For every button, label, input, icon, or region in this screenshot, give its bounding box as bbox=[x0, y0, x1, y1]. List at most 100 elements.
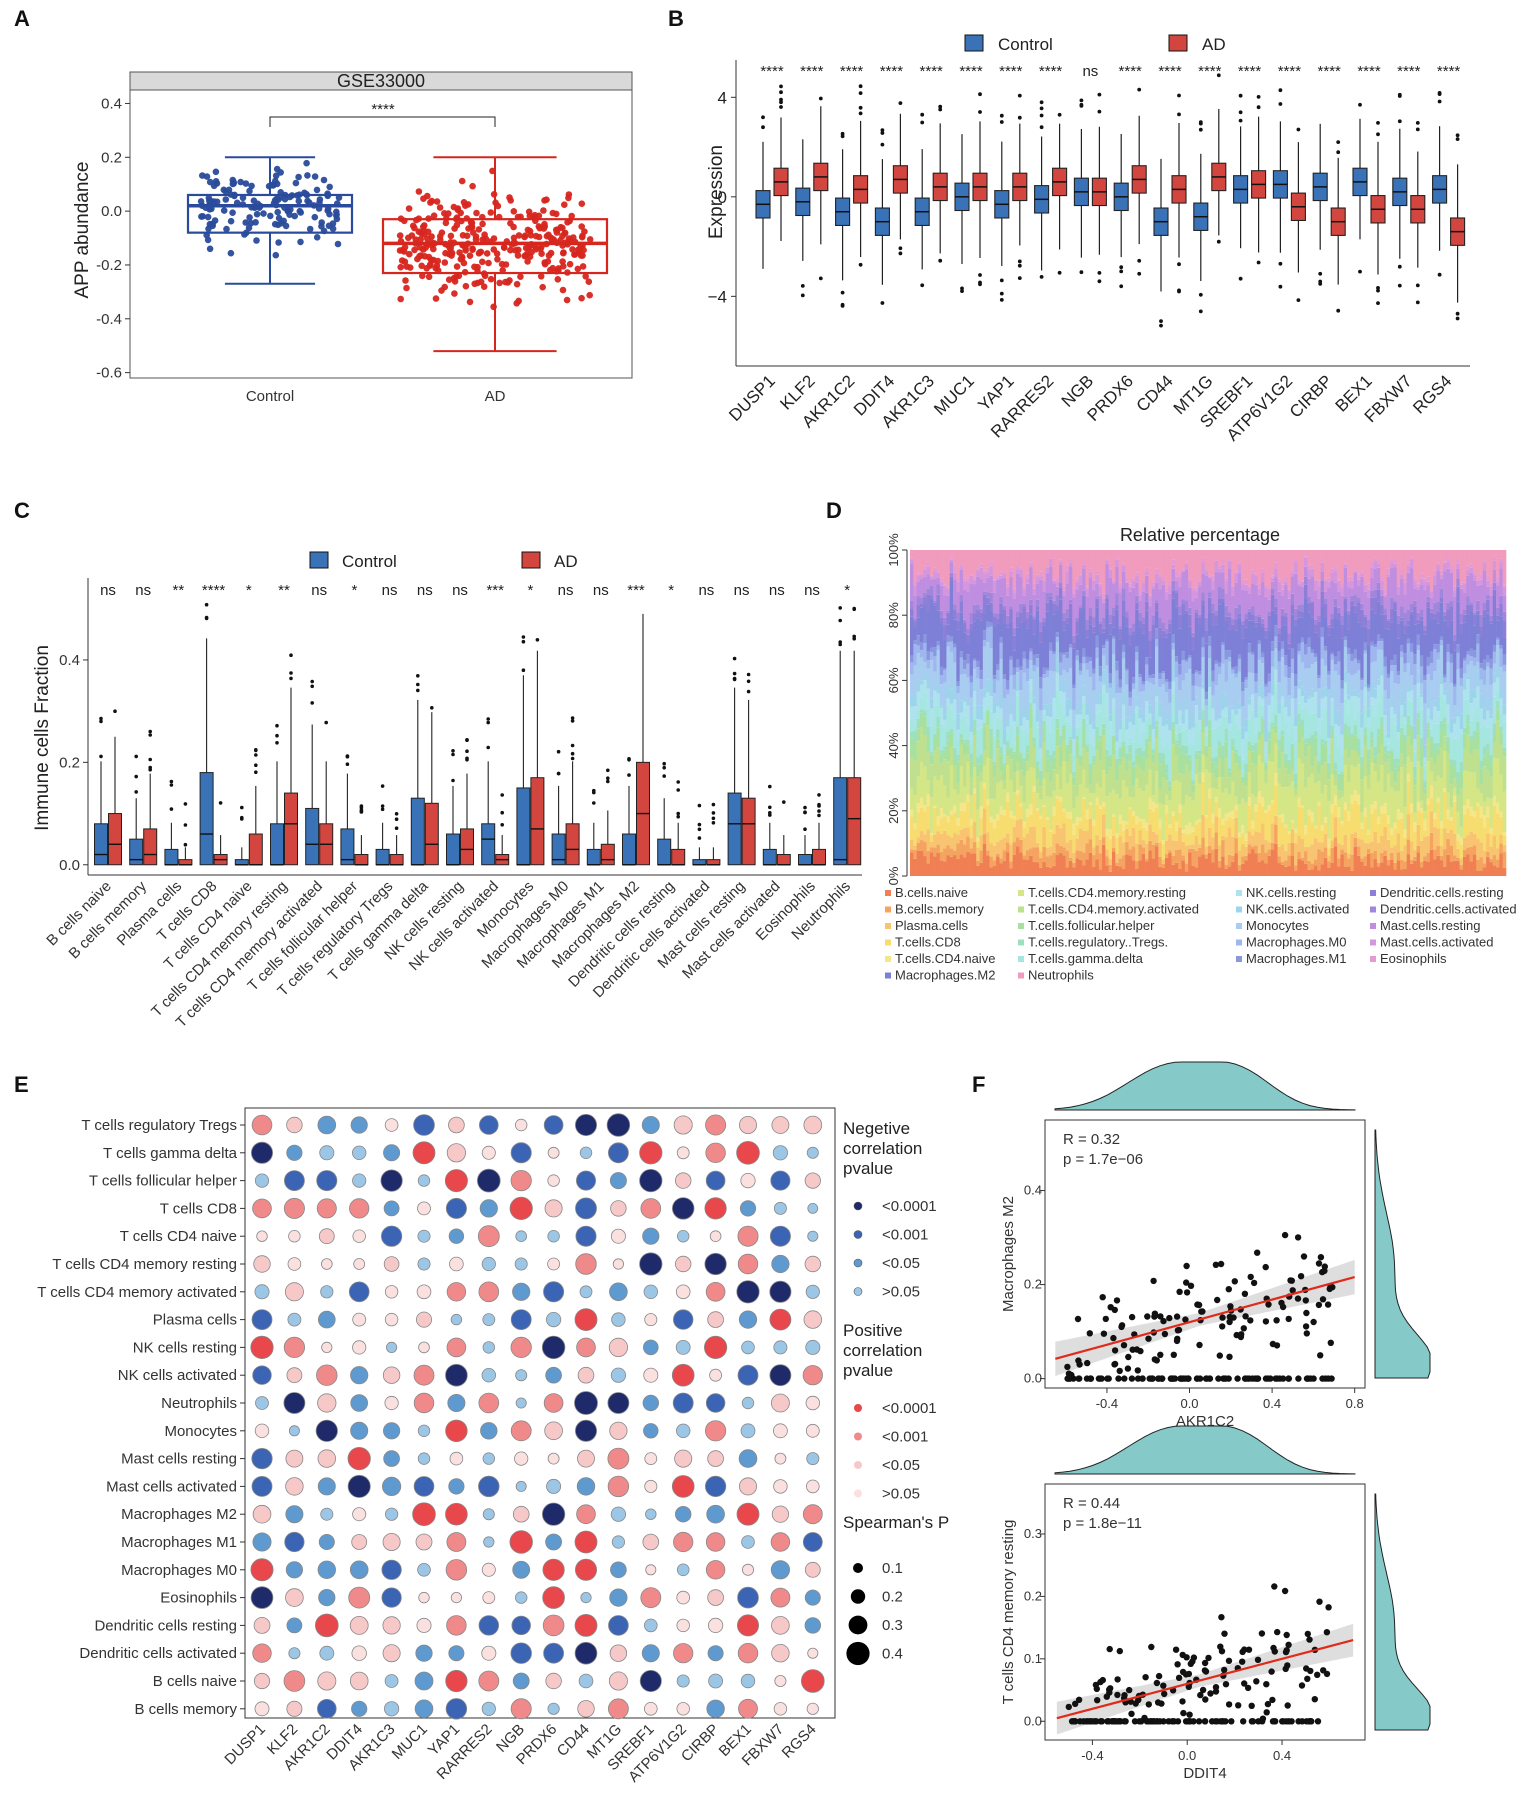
panel-d-bar-segment bbox=[1413, 725, 1417, 740]
panel-d-bar-segment bbox=[1270, 695, 1275, 711]
panel-d-bar-segment bbox=[1118, 687, 1123, 694]
panel-b-outlier bbox=[840, 131, 845, 136]
panel-d-bar-segment bbox=[939, 585, 944, 611]
panel-d-bar-segment bbox=[1181, 569, 1186, 571]
panel-d-bar-segment bbox=[1267, 681, 1272, 694]
panel-d-bar-segment bbox=[1373, 808, 1378, 832]
panel-d-bar-segment bbox=[1012, 815, 1017, 820]
panel-d-bar-segment bbox=[1423, 680, 1427, 704]
panel-a-point bbox=[260, 210, 267, 217]
panel-d-bar-segment bbox=[1022, 777, 1027, 803]
panel-d-bar-segment bbox=[976, 618, 980, 661]
panel-d-bar-segment bbox=[1456, 652, 1460, 670]
panel-d-bar-segment bbox=[1419, 696, 1424, 710]
panel-d-bar-segment bbox=[1201, 688, 1205, 702]
panel-d-bar-segment bbox=[1390, 834, 1394, 848]
panel-d-bar-segment bbox=[1121, 571, 1126, 589]
panel-b-outlier bbox=[1079, 104, 1084, 108]
panel-d-bar-segment bbox=[1383, 827, 1388, 851]
panel-d-bar-segment bbox=[986, 597, 990, 605]
panel-d-bar-segment bbox=[1217, 572, 1222, 587]
panel-d-bar-segment bbox=[1294, 865, 1298, 871]
panel-d-bar-segment bbox=[1323, 617, 1328, 647]
panel-d-bar-segment bbox=[956, 858, 960, 876]
panel-d-bar-segment bbox=[972, 720, 977, 729]
panel-d-bar-segment bbox=[1462, 609, 1467, 615]
panel-d-bar-segment bbox=[1237, 864, 1242, 871]
panel-b-outlier bbox=[880, 301, 885, 305]
panel-d-bar-segment bbox=[913, 640, 917, 645]
panel-d-bar-segment bbox=[969, 612, 974, 624]
panel-d-bar-segment bbox=[1337, 550, 1341, 580]
panel-d-bar-segment bbox=[1015, 837, 1020, 847]
panel-d-bar-segment bbox=[1459, 869, 1464, 876]
panel-d-bar-segment bbox=[1217, 718, 1222, 726]
panel-b-signif: **** bbox=[1397, 63, 1421, 80]
panel-d-bar-segment bbox=[1254, 615, 1258, 623]
panel-d-bar-segment bbox=[1294, 625, 1298, 675]
panel-d-bar-segment bbox=[962, 802, 967, 812]
panel-d-bar-segment bbox=[1194, 612, 1199, 618]
panel-d-bar-segment bbox=[1443, 849, 1447, 867]
panel-d-bar-segment bbox=[1059, 559, 1063, 562]
panel-d-bar-segment bbox=[1479, 550, 1484, 575]
panel-d-bar-segment bbox=[1330, 613, 1335, 619]
panel-d-bar-segment bbox=[1350, 600, 1354, 606]
panel-d-bar-segment bbox=[1035, 667, 1040, 710]
panel-d-bar-segment bbox=[1479, 727, 1484, 761]
panel-d-bar-segment bbox=[1396, 638, 1401, 672]
panel-d-bar-segment bbox=[1161, 863, 1166, 868]
panel-d-bar-segment bbox=[1088, 676, 1093, 711]
panel-d-bar-segment bbox=[1409, 863, 1414, 876]
panel-d-bar-segment bbox=[1019, 569, 1023, 577]
panel-d-bar-segment bbox=[1294, 608, 1298, 620]
panel-a-point bbox=[316, 196, 324, 203]
panel-b-outlier bbox=[1278, 284, 1283, 289]
panel-a-point bbox=[297, 209, 305, 216]
panel-d-bar-segment bbox=[1386, 550, 1391, 569]
panel-d-bar-segment bbox=[1065, 652, 1070, 659]
panel-d-bar-segment bbox=[979, 563, 984, 568]
panel-d-bar-segment bbox=[1055, 796, 1060, 799]
panel-b-outlier bbox=[858, 111, 863, 116]
panel-d-bar-segment bbox=[1343, 765, 1348, 803]
panel-d-bar-segment bbox=[1025, 618, 1030, 629]
panel-d-bar-segment bbox=[1456, 840, 1460, 849]
panel-d-bar-segment bbox=[1453, 760, 1457, 768]
panel-d-bar-segment bbox=[1260, 568, 1265, 574]
panel-d-bar-segment bbox=[1254, 717, 1258, 733]
panel-d-bar-segment bbox=[1247, 719, 1252, 742]
panel-d-bar-segment bbox=[1181, 829, 1186, 833]
panel-d-bar-segment bbox=[1347, 726, 1351, 736]
panel-d-bar-segment bbox=[1284, 616, 1288, 626]
panel-d-bar-segment bbox=[1436, 623, 1441, 645]
panel-d-bar-segment bbox=[1234, 630, 1239, 667]
panel-d-bar-segment bbox=[1138, 788, 1143, 819]
panel-d-bar-segment bbox=[1002, 605, 1007, 610]
panel-a-point bbox=[487, 275, 495, 283]
panel-d-bar-segment bbox=[1320, 550, 1325, 561]
panel-d-bar-segment bbox=[1439, 574, 1444, 579]
panel-d-bar-segment bbox=[1039, 748, 1043, 758]
panel-d-bar-segment bbox=[1115, 593, 1119, 605]
panel-d-bar-segment bbox=[1310, 697, 1315, 714]
panel-d-bar-segment bbox=[1022, 603, 1027, 607]
panel-d-bar-segment bbox=[1105, 598, 1109, 609]
panel-d-bar-segment bbox=[1439, 597, 1444, 603]
panel-d-bar-segment bbox=[1237, 702, 1242, 710]
panel-d-bar-segment bbox=[976, 678, 980, 706]
panel-d-bar-segment bbox=[1277, 682, 1282, 703]
panel-d-bar-segment bbox=[962, 580, 967, 590]
panel-d-bar-segment bbox=[1068, 857, 1073, 861]
panel-d-bar-segment bbox=[1327, 838, 1331, 849]
panel-d-bar-segment bbox=[1072, 807, 1076, 824]
panel-d-bar-segment bbox=[1413, 684, 1417, 726]
panel-d-bar-segment bbox=[1396, 615, 1401, 624]
panel-d-bar-segment bbox=[919, 797, 924, 808]
panel-d-bar-segment bbox=[1145, 822, 1149, 831]
panel-d-bar-segment bbox=[1439, 602, 1444, 637]
panel-d-bar-segment bbox=[982, 688, 987, 698]
panel-d-bar-segment bbox=[1009, 811, 1013, 818]
panel-d-bar-segment bbox=[1201, 755, 1205, 773]
panel-d-bar-segment bbox=[1313, 838, 1318, 860]
